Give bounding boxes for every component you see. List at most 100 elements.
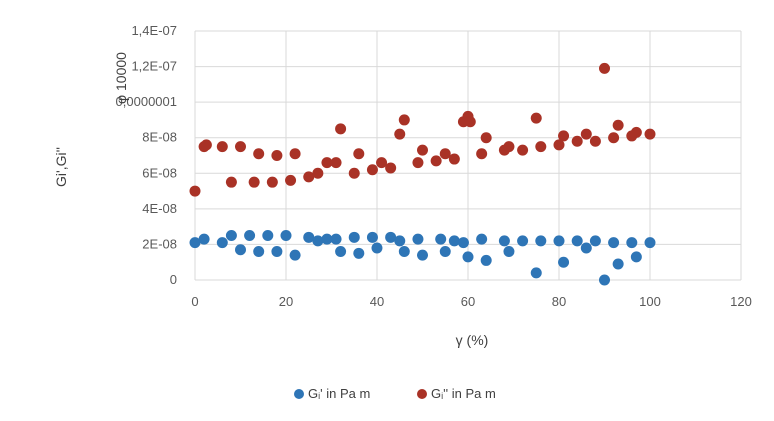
g-prime-point bbox=[216, 237, 228, 249]
g-double-prime-point bbox=[335, 123, 347, 135]
x-axis-ticks: 0 20 40 60 80 100 120 bbox=[191, 294, 751, 309]
y-tick-label: 2E-08 bbox=[142, 236, 177, 251]
g-double-prime-point bbox=[235, 141, 246, 153]
g-double-prime-point bbox=[476, 148, 488, 160]
g-prime-point bbox=[253, 246, 265, 258]
series-g-double-prime-points bbox=[189, 62, 656, 197]
g-double-prime-point bbox=[312, 167, 324, 179]
x-tick-label: 100 bbox=[639, 294, 661, 309]
g-double-prime-point bbox=[558, 130, 570, 142]
g-double-prime-point bbox=[417, 144, 428, 156]
g-double-prime-point bbox=[225, 176, 237, 188]
x-axis-title: γ (%) bbox=[456, 332, 489, 348]
legend-marker-g-double-prime bbox=[417, 389, 427, 399]
g-prime-point bbox=[335, 246, 347, 258]
g-prime-point bbox=[321, 233, 333, 245]
g-double-prime-point bbox=[430, 155, 442, 167]
g-prime-point bbox=[198, 233, 210, 245]
y-tick-label: 4E-08 bbox=[142, 201, 177, 216]
g-prime-point bbox=[412, 233, 424, 245]
g-prime-point bbox=[448, 235, 460, 247]
g-prime-point bbox=[366, 231, 378, 243]
g-prime-point bbox=[271, 246, 283, 258]
g-prime-point bbox=[517, 235, 529, 247]
y-tick-label: 6E-08 bbox=[142, 165, 177, 180]
g-prime-point bbox=[626, 237, 638, 249]
y-tick-label: 1,4E-07 bbox=[131, 23, 177, 38]
g-double-prime-point bbox=[330, 157, 342, 169]
g-prime-point bbox=[480, 254, 492, 266]
g-prime-point bbox=[503, 246, 515, 258]
g-prime-point bbox=[330, 233, 342, 245]
g-prime-point bbox=[225, 230, 237, 242]
g-prime-point bbox=[608, 237, 620, 249]
legend-label-g-prime: Gᵢ' in Pa m bbox=[308, 386, 370, 401]
g-double-prime-point bbox=[216, 141, 228, 153]
g-double-prime-point bbox=[271, 150, 283, 161]
g-prime-point bbox=[189, 237, 201, 249]
g-prime-point bbox=[398, 246, 410, 258]
g-prime-point bbox=[457, 237, 469, 249]
g-prime-point bbox=[571, 235, 583, 247]
legend: Gᵢ' in Pa m Gᵢ'' in Pa m bbox=[294, 386, 496, 401]
x-tick-label: 80 bbox=[552, 294, 566, 309]
g-double-prime-point bbox=[464, 116, 476, 128]
x-tick-label: 40 bbox=[370, 294, 384, 309]
g-prime-point bbox=[580, 242, 592, 254]
g-prime-point bbox=[530, 267, 542, 279]
g-double-prime-point bbox=[348, 167, 360, 179]
g-prime-point bbox=[558, 256, 570, 268]
g-prime-point bbox=[235, 244, 246, 256]
g-double-prime-point bbox=[248, 176, 260, 188]
g-double-prime-point bbox=[439, 148, 451, 160]
g-double-prime-point bbox=[599, 62, 610, 74]
legend-label-g-double-prime: Gᵢ'' in Pa m bbox=[431, 386, 496, 401]
g-double-prime-point bbox=[398, 114, 410, 126]
g-prime-point bbox=[353, 247, 365, 259]
y-tick-label: 0,0000001 bbox=[116, 94, 177, 109]
g-prime-point bbox=[262, 230, 274, 242]
g-prime-point bbox=[498, 235, 510, 247]
g-prime-point bbox=[553, 235, 565, 247]
legend-marker-g-prime bbox=[294, 389, 304, 399]
g-prime-point bbox=[535, 235, 547, 247]
g-double-prime-point bbox=[517, 144, 529, 156]
g-double-prime-point bbox=[394, 128, 406, 140]
g-prime-point bbox=[612, 258, 624, 270]
g-prime-point bbox=[394, 235, 406, 247]
g-prime-point bbox=[385, 231, 397, 243]
series-g-prime-points bbox=[189, 230, 656, 286]
g-prime-point bbox=[417, 249, 428, 261]
g-double-prime-point bbox=[480, 132, 492, 144]
g-double-prime-point bbox=[303, 171, 315, 183]
g-double-prime-point bbox=[289, 148, 301, 160]
y-axis-title: Gi',Gi'' bbox=[53, 147, 69, 187]
g-double-prime-point bbox=[448, 153, 460, 165]
g-prime-point bbox=[644, 237, 656, 249]
g-double-prime-point bbox=[189, 185, 201, 197]
g-prime-point bbox=[280, 230, 292, 242]
g-prime-point bbox=[476, 233, 488, 245]
g-prime-point bbox=[371, 242, 383, 254]
g-double-prime-point bbox=[321, 157, 333, 169]
g-double-prime-point bbox=[571, 135, 583, 147]
g-prime-point bbox=[289, 249, 301, 261]
x-tick-label: 20 bbox=[279, 294, 293, 309]
g-double-prime-point bbox=[253, 148, 265, 160]
g-double-prime-point bbox=[589, 135, 601, 147]
g-double-prime-point bbox=[412, 157, 424, 169]
g-prime-point bbox=[312, 235, 324, 247]
y-tick-label: 8E-08 bbox=[142, 130, 177, 145]
g-double-prime-point bbox=[630, 126, 642, 138]
g-double-prime-point bbox=[366, 164, 378, 176]
overlay-axis-label: φ 10000 bbox=[113, 52, 129, 104]
g-prime-point bbox=[303, 231, 315, 243]
g-double-prime-point bbox=[608, 132, 620, 144]
x-tick-label: 120 bbox=[730, 294, 752, 309]
g-double-prime-point bbox=[376, 157, 388, 169]
g-double-prime-point bbox=[530, 112, 542, 124]
g-double-prime-point bbox=[535, 141, 547, 153]
g-double-prime-point bbox=[353, 148, 365, 160]
